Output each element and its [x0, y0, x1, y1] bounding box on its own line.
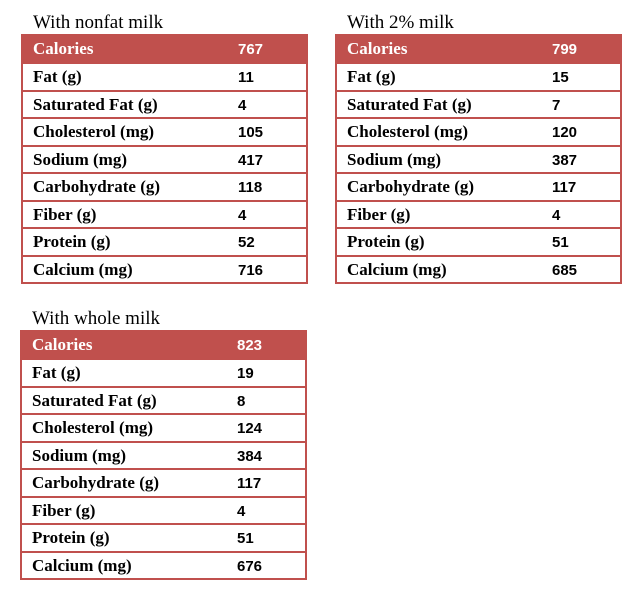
row-value: 4	[238, 206, 247, 224]
table-row: Sodium (mg) 417	[23, 146, 306, 172]
header-value: 767	[238, 41, 264, 58]
row-value: 685	[552, 261, 578, 279]
row-label: Saturated Fat (g)	[33, 94, 158, 114]
row-value: 51	[237, 530, 254, 547]
row-value: 676	[237, 557, 263, 575]
row-label: Protein (g)	[33, 232, 111, 251]
row-value: 15	[552, 69, 569, 86]
row-label: Carbohydrate (g)	[33, 177, 161, 196]
nutrition-table: Calories 823 Fat (g) 19 Saturated Fat (g) 8 Ch…	[20, 330, 307, 580]
row-label: Protein (g)	[347, 232, 425, 251]
table-row: Sodium (mg) 384	[22, 442, 305, 468]
table-row: Calcium (mg) 716	[23, 256, 306, 282]
row-value: 8	[237, 392, 246, 410]
header-label: Calories	[32, 335, 93, 354]
row-label: Fat (g)	[32, 363, 81, 382]
table-row: Fat (g) 15	[337, 64, 620, 90]
row-label: Sodium (mg)	[32, 445, 126, 465]
row-label: Calcium (mg)	[32, 555, 132, 575]
row-label: Fiber (g)	[33, 204, 97, 224]
row-value: 4	[552, 206, 561, 224]
nutrition-block: With nonfat milk Calories 767 Fat (g) 11 Satu…	[21, 12, 308, 284]
row-label: Sodium (mg)	[347, 149, 441, 169]
row-value: 105	[238, 124, 264, 141]
nutrition-block: With 2% milk Calories 799 Fat (g) 15 Saturate…	[335, 12, 622, 284]
row-value: 124	[237, 420, 263, 437]
header-row: Calories 823	[22, 332, 305, 358]
row-value: 4	[238, 96, 247, 114]
header-value: 799	[552, 41, 578, 58]
row-label: Sodium (mg)	[33, 149, 127, 169]
table-row: Protein (g) 52	[23, 229, 306, 255]
row-value: 716	[238, 261, 264, 279]
row-value: 120	[552, 124, 578, 141]
row-value: 19	[237, 365, 254, 382]
nutrition-table: Calories 799 Fat (g) 15 Saturated Fat (g) 7 Ch…	[335, 34, 622, 284]
table-title: With nonfat milk	[33, 12, 164, 33]
row-value: 51	[552, 234, 569, 251]
table-row: Fiber (g) 4	[23, 201, 306, 227]
row-label: Saturated Fat (g)	[347, 94, 472, 114]
row-value: 384	[237, 447, 263, 465]
row-label: Carbohydrate (g)	[32, 473, 160, 492]
table-row: Sodium (mg) 387	[337, 146, 620, 172]
row-label: Calcium (mg)	[33, 259, 133, 279]
nutrition-block: With whole milk Calories 823 Fat (g) 19 Satur…	[20, 308, 307, 580]
row-value: 4	[237, 502, 246, 520]
table-row: Cholesterol (mg) 124	[22, 415, 305, 441]
table-row: Protein (g) 51	[22, 525, 305, 551]
header-value: 823	[237, 337, 263, 354]
nutrition-table: Calories 767 Fat (g) 11 Saturated Fat (g) 4 Ch…	[21, 34, 308, 284]
table-row: Saturated Fat (g) 4	[23, 91, 306, 117]
table-row: Cholesterol (mg) 105	[23, 119, 306, 145]
row-label: Fat (g)	[347, 67, 396, 86]
row-label: Fiber (g)	[32, 500, 96, 520]
row-label: Fat (g)	[33, 67, 82, 86]
row-value: 417	[238, 151, 264, 169]
header-label: Calories	[33, 39, 94, 58]
row-value: 117	[552, 179, 577, 196]
table-title: With whole milk	[32, 308, 160, 329]
row-value: 7	[552, 96, 561, 114]
table-row: Fat (g) 11	[23, 64, 306, 90]
row-label: Saturated Fat (g)	[32, 390, 157, 410]
header-label: Calories	[347, 39, 408, 58]
row-label: Cholesterol (mg)	[347, 122, 469, 141]
row-label: Cholesterol (mg)	[32, 418, 154, 437]
row-label: Cholesterol (mg)	[33, 122, 155, 141]
table-row: Saturated Fat (g) 8	[22, 387, 305, 413]
header-row: Calories 799	[337, 36, 620, 62]
row-label: Calcium (mg)	[347, 259, 447, 279]
table-row: Fiber (g) 4	[22, 497, 305, 523]
header-row: Calories 767	[23, 36, 306, 62]
row-value: 11	[238, 69, 254, 86]
table-row: Cholesterol (mg) 120	[337, 119, 620, 145]
row-label: Carbohydrate (g)	[347, 177, 475, 196]
row-value: 387	[552, 151, 578, 169]
table-row: Carbohydrate (g) 117	[22, 470, 305, 496]
row-label: Protein (g)	[32, 528, 110, 547]
table-row: Carbohydrate (g) 117	[337, 174, 620, 200]
row-label: Fiber (g)	[347, 204, 411, 224]
table-row: Calcium (mg) 676	[22, 552, 305, 578]
table-row: Fat (g) 19	[22, 360, 305, 386]
row-value: 52	[238, 234, 255, 251]
table-row: Carbohydrate (g) 118	[23, 174, 306, 200]
table-row: Fiber (g) 4	[337, 201, 620, 227]
table-row: Saturated Fat (g) 7	[337, 91, 620, 117]
table-title: With 2% milk	[347, 12, 454, 33]
table-row: Calcium (mg) 685	[337, 256, 620, 282]
row-value: 118	[238, 179, 263, 196]
table-row: Protein (g) 51	[337, 229, 620, 255]
row-value: 117	[237, 475, 262, 492]
